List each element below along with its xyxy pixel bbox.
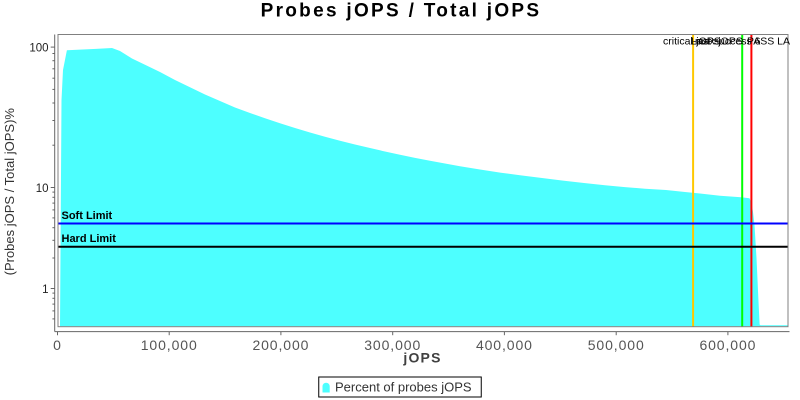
- svg-text:critical-jOPS: critical-jOPS: [663, 36, 721, 48]
- svg-text:100,000: 100,000: [141, 337, 198, 353]
- svg-text:300,000: 300,000: [364, 337, 421, 353]
- svg-text:100: 100: [29, 43, 48, 55]
- svg-text:Percent of probes jOPS: Percent of probes jOPS: [335, 379, 472, 394]
- svg-text:500,000: 500,000: [588, 337, 645, 353]
- svg-text:Soft Limit: Soft Limit: [62, 210, 113, 222]
- svg-text:200,000: 200,000: [252, 337, 309, 353]
- svg-text:400,000: 400,000: [476, 337, 533, 353]
- svg-text:PASS LA: PASS LA: [747, 36, 790, 48]
- svg-text:(Probes jOPS / Total jOPS)%: (Probes jOPS / Total jOPS)%: [2, 108, 17, 276]
- svg-text:10: 10: [36, 183, 49, 195]
- svg-text:0: 0: [53, 337, 62, 353]
- svg-text:jOPS: jOPS: [402, 350, 441, 366]
- svg-text:1: 1: [42, 284, 48, 296]
- svg-text:600,000: 600,000: [699, 337, 756, 353]
- svg-text:Last success 6: Last success 6: [691, 36, 761, 48]
- svg-text:Hard Limit: Hard Limit: [62, 233, 117, 245]
- svg-text:max-jOPS: max-jOPS: [695, 36, 743, 48]
- svg-text:Probes jOPS / Total jOPS: Probes jOPS / Total jOPS: [261, 1, 542, 22]
